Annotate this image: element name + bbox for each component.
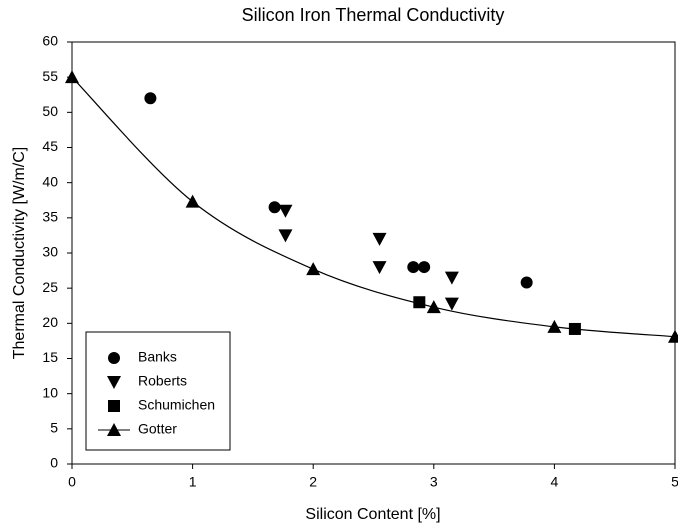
y-tick-label: 15 xyxy=(42,349,58,365)
marker xyxy=(444,297,459,311)
marker xyxy=(268,201,281,214)
marker xyxy=(306,262,321,276)
marker xyxy=(668,329,678,343)
y-tick-label: 60 xyxy=(42,33,58,49)
y-tick-label: 5 xyxy=(50,420,58,436)
marker xyxy=(413,296,426,309)
y-tick-label: 45 xyxy=(42,138,58,154)
legend-marker xyxy=(107,376,121,389)
marker xyxy=(426,300,441,314)
y-tick-label: 30 xyxy=(42,244,58,260)
legend-label: Gotter xyxy=(138,421,177,437)
marker xyxy=(520,276,533,289)
x-tick-label: 4 xyxy=(551,474,559,490)
marker xyxy=(418,261,431,274)
y-tick-label: 25 xyxy=(42,279,58,295)
marker xyxy=(278,229,293,243)
y-tick-label: 55 xyxy=(42,68,58,84)
x-tick-label: 3 xyxy=(430,474,438,490)
x-axis-label: Silicon Content [%] xyxy=(305,506,440,523)
chart-title: Silicon Iron Thermal Conductivity xyxy=(242,5,505,25)
marker xyxy=(407,261,420,274)
y-axis-label: Thermal Conductivity [W/m/C] xyxy=(11,147,28,359)
x-tick-label: 5 xyxy=(671,474,678,490)
marker xyxy=(372,232,387,246)
marker xyxy=(547,319,562,333)
legend-label: Banks xyxy=(138,349,177,365)
marker xyxy=(185,194,200,208)
y-tick-label: 10 xyxy=(42,384,58,400)
marker xyxy=(372,261,387,275)
marker xyxy=(144,92,157,105)
marker xyxy=(278,204,293,218)
marker xyxy=(444,271,459,285)
x-tick-label: 2 xyxy=(309,474,317,490)
y-tick-label: 0 xyxy=(50,455,58,471)
legend-marker xyxy=(107,423,121,436)
y-tick-label: 35 xyxy=(42,209,58,225)
legend-label: Schumichen xyxy=(138,397,215,413)
marker xyxy=(65,70,79,84)
legend-label: Roberts xyxy=(138,373,187,389)
x-tick-label: 0 xyxy=(68,474,76,490)
x-tick-label: 1 xyxy=(189,474,197,490)
legend-box xyxy=(85,331,231,451)
y-tick-label: 20 xyxy=(42,314,58,330)
y-tick-label: 50 xyxy=(42,103,58,119)
y-tick-label: 40 xyxy=(42,173,58,189)
fit-line xyxy=(71,76,676,338)
legend-marker xyxy=(108,400,120,412)
legend-marker xyxy=(108,352,120,364)
